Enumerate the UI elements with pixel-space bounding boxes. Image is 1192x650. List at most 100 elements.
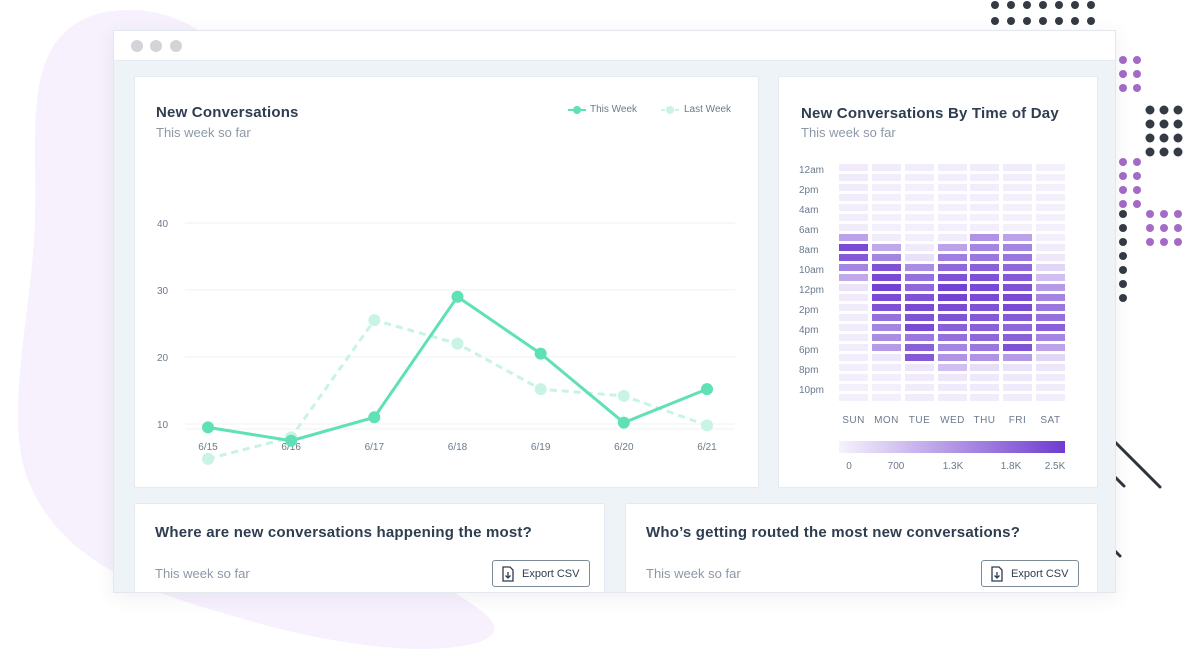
- data-point-this-week[interactable]: [534, 347, 547, 360]
- heatmap-cell[interactable]: [938, 204, 967, 211]
- heatmap-cell[interactable]: [872, 274, 901, 281]
- data-point-this-week[interactable]: [451, 290, 464, 303]
- heatmap-cell[interactable]: [970, 364, 999, 371]
- heatmap-cell[interactable]: [872, 364, 901, 371]
- heatmap-cell[interactable]: [839, 354, 868, 361]
- heatmap-cell[interactable]: [970, 224, 999, 231]
- heatmap-cell[interactable]: [938, 294, 967, 301]
- heatmap-cell[interactable]: [1036, 334, 1065, 341]
- heatmap-cell[interactable]: [1003, 244, 1032, 251]
- heatmap-cell[interactable]: [905, 274, 934, 281]
- heatmap-cell[interactable]: [905, 284, 934, 291]
- heatmap-cell[interactable]: [872, 174, 901, 181]
- heatmap-cell[interactable]: [1003, 224, 1032, 231]
- heatmap-cell[interactable]: [970, 354, 999, 361]
- heatmap-cell[interactable]: [872, 394, 901, 401]
- heatmap-cell[interactable]: [1003, 354, 1032, 361]
- heatmap-cell[interactable]: [1036, 294, 1065, 301]
- heatmap-cell[interactable]: [905, 384, 934, 391]
- heatmap-cell[interactable]: [839, 214, 868, 221]
- export-csv-button[interactable]: Export CSV: [492, 560, 591, 587]
- heatmap-cell[interactable]: [905, 244, 934, 251]
- heatmap-cell[interactable]: [970, 344, 999, 351]
- heatmap-cell[interactable]: [1003, 384, 1032, 391]
- heatmap-cell[interactable]: [872, 234, 901, 241]
- heatmap-cell[interactable]: [938, 344, 967, 351]
- heatmap-cell[interactable]: [1003, 204, 1032, 211]
- heatmap-cell[interactable]: [872, 384, 901, 391]
- heatmap-cell[interactable]: [872, 194, 901, 201]
- heatmap-cell[interactable]: [1036, 234, 1065, 241]
- heatmap-cell[interactable]: [938, 394, 967, 401]
- heatmap-cell[interactable]: [970, 374, 999, 381]
- heatmap-cell[interactable]: [839, 394, 868, 401]
- heatmap-cell[interactable]: [839, 244, 868, 251]
- heatmap-cell[interactable]: [1003, 184, 1032, 191]
- heatmap-cell[interactable]: [1036, 254, 1065, 261]
- heatmap-cell[interactable]: [872, 354, 901, 361]
- heatmap-cell[interactable]: [1003, 234, 1032, 241]
- data-point-last-week[interactable]: [202, 452, 214, 465]
- data-point-this-week[interactable]: [285, 434, 298, 447]
- heatmap-cell[interactable]: [1003, 324, 1032, 331]
- heatmap-cell[interactable]: [970, 264, 999, 271]
- heatmap-cell[interactable]: [839, 274, 868, 281]
- heatmap-cell[interactable]: [872, 254, 901, 261]
- heatmap-cell[interactable]: [1036, 314, 1065, 321]
- heatmap-cell[interactable]: [872, 214, 901, 221]
- heatmap-cell[interactable]: [938, 194, 967, 201]
- heatmap-cell[interactable]: [1003, 294, 1032, 301]
- heatmap-cell[interactable]: [872, 184, 901, 191]
- heatmap-cell[interactable]: [905, 294, 934, 301]
- heatmap-cell[interactable]: [1003, 394, 1032, 401]
- heatmap-cell[interactable]: [839, 364, 868, 371]
- heatmap-cell[interactable]: [1036, 384, 1065, 391]
- heatmap-cell[interactable]: [938, 364, 967, 371]
- heatmap-cell[interactable]: [905, 184, 934, 191]
- heatmap-cell[interactable]: [1036, 184, 1065, 191]
- data-point-this-week[interactable]: [368, 411, 381, 424]
- heatmap-cell[interactable]: [970, 194, 999, 201]
- heatmap-cell[interactable]: [839, 224, 868, 231]
- heatmap-cell[interactable]: [905, 174, 934, 181]
- heatmap-cell[interactable]: [938, 234, 967, 241]
- heatmap-cell[interactable]: [905, 344, 934, 351]
- heatmap-cell[interactable]: [839, 194, 868, 201]
- heatmap-cell[interactable]: [970, 274, 999, 281]
- heatmap-cell[interactable]: [970, 184, 999, 191]
- data-point-this-week[interactable]: [701, 383, 713, 396]
- heatmap-cell[interactable]: [905, 214, 934, 221]
- heatmap-cell[interactable]: [938, 184, 967, 191]
- data-point-last-week[interactable]: [701, 419, 713, 432]
- heatmap-cell[interactable]: [938, 354, 967, 361]
- heatmap-cell[interactable]: [938, 384, 967, 391]
- heatmap-cell[interactable]: [872, 304, 901, 311]
- heatmap-cell[interactable]: [1003, 264, 1032, 271]
- heatmap-cell[interactable]: [970, 244, 999, 251]
- heatmap-cell[interactable]: [1036, 304, 1065, 311]
- heatmap-cell[interactable]: [905, 254, 934, 261]
- data-point-last-week[interactable]: [451, 337, 464, 350]
- heatmap-cell[interactable]: [1003, 194, 1032, 201]
- heatmap-cell[interactable]: [905, 374, 934, 381]
- data-point-last-week[interactable]: [534, 383, 547, 396]
- heatmap-cell[interactable]: [1036, 344, 1065, 351]
- heatmap-cell[interactable]: [1003, 334, 1032, 341]
- heatmap-cell[interactable]: [905, 304, 934, 311]
- heatmap-cell[interactable]: [1036, 244, 1065, 251]
- heatmap-cell[interactable]: [839, 234, 868, 241]
- export-csv-button[interactable]: Export CSV: [981, 560, 1080, 587]
- heatmap-cell[interactable]: [970, 174, 999, 181]
- heatmap-cell[interactable]: [970, 234, 999, 241]
- heatmap-cell[interactable]: [839, 304, 868, 311]
- heatmap-cell[interactable]: [1036, 224, 1065, 231]
- heatmap-cell[interactable]: [839, 184, 868, 191]
- heatmap-cell[interactable]: [970, 394, 999, 401]
- heatmap-cell[interactable]: [970, 164, 999, 171]
- heatmap-cell[interactable]: [1036, 264, 1065, 271]
- data-point-this-week[interactable]: [202, 421, 214, 434]
- heatmap-cell[interactable]: [938, 334, 967, 341]
- heatmap-cell[interactable]: [1003, 254, 1032, 261]
- heatmap-cell[interactable]: [1036, 284, 1065, 291]
- heatmap-cell[interactable]: [872, 344, 901, 351]
